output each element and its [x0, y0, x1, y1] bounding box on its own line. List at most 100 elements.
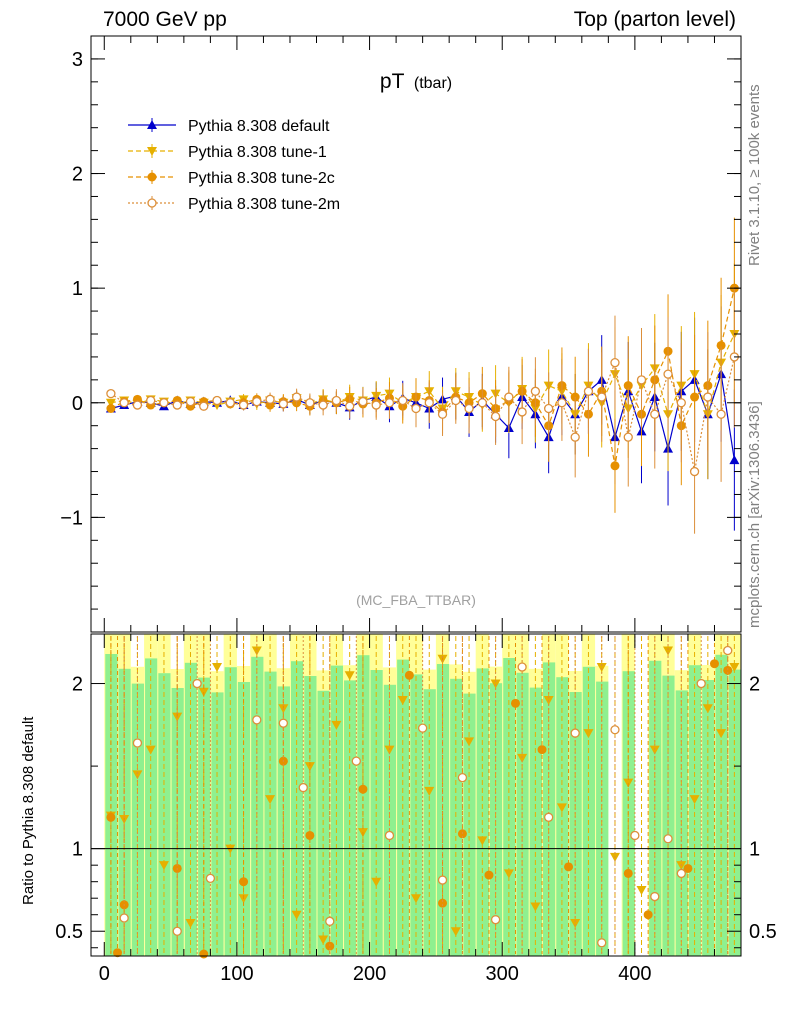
data-point [610, 461, 620, 471]
data-point [172, 400, 182, 410]
ratio-band-inner [224, 667, 237, 956]
ratio-band-inner [131, 683, 145, 956]
data-point [331, 395, 342, 406]
ratio-y-tick-label: 0.5 [55, 921, 83, 943]
ratio-band-inner [344, 680, 357, 956]
legend-marker [147, 198, 157, 208]
watermark: (MC_FBA_TTBAR) [356, 592, 476, 608]
ratio-point [325, 941, 335, 951]
ratio-point [723, 645, 733, 656]
data-point [278, 399, 288, 409]
ratio-point [384, 830, 395, 841]
ratio-point [630, 830, 640, 841]
data-point [490, 411, 501, 422]
ratio-point [438, 898, 448, 908]
ratio-point [636, 885, 647, 895]
data-point [570, 432, 580, 442]
ratio-point [404, 670, 414, 680]
x-tick-label: 200 [353, 963, 386, 985]
data-point [517, 407, 527, 417]
ratio-point [477, 836, 488, 846]
data-point [106, 404, 116, 413]
ratio-point [464, 737, 475, 747]
ratio-band-inner [330, 665, 344, 956]
ratio-point [384, 745, 395, 755]
ratio-point [325, 916, 335, 926]
data-point [238, 400, 249, 410]
main-y-tick-label: 3 [72, 49, 83, 71]
ratio-point [610, 725, 620, 735]
data-point [199, 401, 209, 411]
ratio-point [663, 646, 674, 656]
ratio-point [158, 861, 169, 871]
ratio-point [145, 745, 156, 755]
ratio-point [304, 762, 315, 772]
data-point [411, 403, 421, 414]
ratio-point [344, 671, 355, 681]
ratio-point [185, 918, 196, 928]
legend-marker [147, 172, 157, 182]
ratio-point [351, 756, 361, 766]
ratio-band-inner [569, 692, 582, 956]
ratio-point [556, 803, 567, 813]
ratio-point [113, 948, 123, 958]
title-main: pT [380, 70, 405, 93]
data-point [663, 369, 673, 379]
ratio-point [424, 786, 435, 796]
ratio-point [490, 915, 501, 925]
ratio-point [564, 862, 574, 872]
ratio-point [298, 782, 308, 793]
x-tick-label: 0 [99, 963, 110, 985]
data-point [252, 396, 262, 407]
ratio-point [723, 665, 733, 675]
ratio-point [205, 873, 216, 884]
ratio-point [119, 913, 129, 923]
data-point [318, 400, 328, 410]
ratio-band-inner [158, 673, 171, 956]
ratio-point [570, 918, 581, 928]
data-point [650, 409, 660, 419]
data-point [265, 394, 275, 404]
ratio-point [517, 662, 527, 672]
data-point [689, 466, 700, 477]
data-point [690, 392, 700, 402]
ratio-point [239, 877, 249, 887]
data-point [384, 398, 395, 408]
data-point [557, 398, 567, 408]
ratio-y-tick-label-right: 2 [749, 674, 760, 696]
data-point [371, 400, 381, 410]
legend-label: Pythia 8.308 default [188, 118, 330, 135]
ratio-point [437, 875, 448, 885]
ratio-point [291, 910, 302, 920]
data-point [451, 395, 461, 406]
legend-label: Pythia 8.308 tune-1 [188, 144, 327, 161]
data-point [212, 395, 222, 406]
ratio-band-inner [450, 678, 463, 956]
data-point [398, 395, 408, 406]
ratio-point [192, 678, 202, 689]
ratio-point [484, 870, 494, 880]
ratio-point [199, 949, 209, 959]
ratio-band-inner [702, 680, 715, 956]
legend-label: Pythia 8.308 tune-2m [188, 196, 340, 213]
ratio-point [251, 646, 262, 656]
ratio-y-tick-label: 2 [72, 674, 83, 696]
ratio-uncertainty-bands [104, 634, 741, 956]
ratio-point [570, 728, 580, 738]
ratio-point [450, 927, 461, 937]
ratio-point [318, 935, 329, 945]
header-left: 7000 GeV pp [103, 8, 227, 31]
data-point [464, 403, 474, 414]
data-point [729, 455, 740, 465]
ratio-band-inner [596, 681, 609, 956]
ratio-band-inner [688, 665, 702, 956]
ratio-point [649, 745, 660, 755]
ratio-point [358, 784, 368, 794]
ratio-point [106, 812, 116, 822]
main-y-tick-label: 0 [72, 393, 83, 415]
ratio-point [650, 891, 660, 902]
ratio-point [643, 910, 653, 920]
data-point [583, 386, 594, 396]
legend-label: Pythia 8.308 tune-2c [188, 170, 335, 187]
data-point [504, 392, 514, 402]
